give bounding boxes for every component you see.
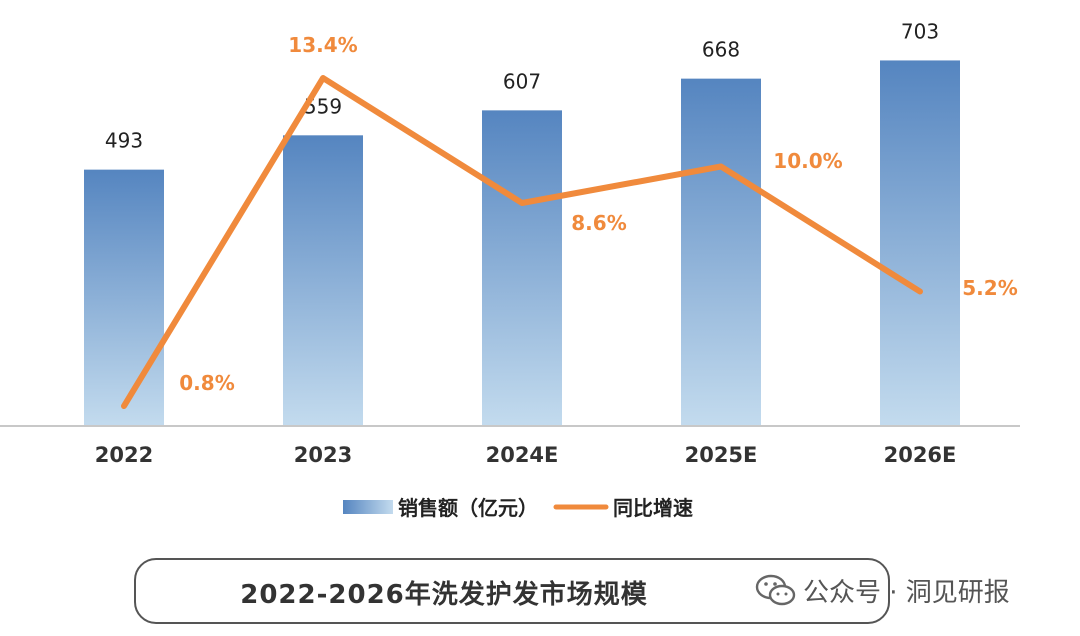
x-tick-label: 2023 bbox=[294, 443, 352, 467]
x-tick-label: 2026E bbox=[884, 443, 957, 467]
legend-swatch-sales bbox=[343, 500, 393, 514]
wechat-icon bbox=[755, 574, 796, 605]
title-box bbox=[134, 558, 890, 624]
watermark-text: 公众号 · 洞见研报 bbox=[803, 578, 1010, 608]
bar-value-label: 703 bbox=[901, 19, 939, 43]
growth-value-label: 13.4% bbox=[288, 33, 357, 57]
bar-2025E bbox=[681, 78, 761, 426]
x-axis-ticks: 2022 2023 2024E 2025E 2026E bbox=[95, 443, 957, 467]
growth-value-label: 0.8% bbox=[179, 371, 234, 395]
bar-2026E bbox=[880, 60, 960, 426]
growth-value-labels: 0.8% 13.4% 8.6% 10.0% 5.2% bbox=[179, 33, 1017, 395]
bar-2024E bbox=[482, 110, 562, 427]
bar-2023 bbox=[283, 135, 363, 426]
bar-value-label: 493 bbox=[105, 129, 143, 153]
x-tick-label: 2025E bbox=[685, 443, 758, 467]
bar-2022 bbox=[84, 169, 164, 426]
bar-value-label: 668 bbox=[702, 38, 740, 62]
bars-layer bbox=[84, 60, 960, 427]
watermark: 公众号 · 洞见研报 bbox=[755, 572, 1010, 609]
growth-value-label: 5.2% bbox=[962, 276, 1017, 300]
growth-line-layer bbox=[121, 75, 923, 409]
legend: 销售额（亿元） 同比增速 bbox=[343, 496, 693, 520]
growth-value-label: 8.6% bbox=[571, 211, 626, 235]
legend-label-sales: 销售额（亿元） bbox=[398, 496, 538, 520]
x-tick-label: 2022 bbox=[95, 443, 153, 467]
chart-title: 2022-2026年洗发护发市场规模 bbox=[240, 580, 648, 610]
legend-label-growth: 同比增速 bbox=[613, 496, 693, 520]
x-tick-label: 2024E bbox=[486, 443, 559, 467]
bar-value-label: 607 bbox=[503, 69, 541, 93]
growth-value-label: 10.0% bbox=[773, 149, 842, 173]
